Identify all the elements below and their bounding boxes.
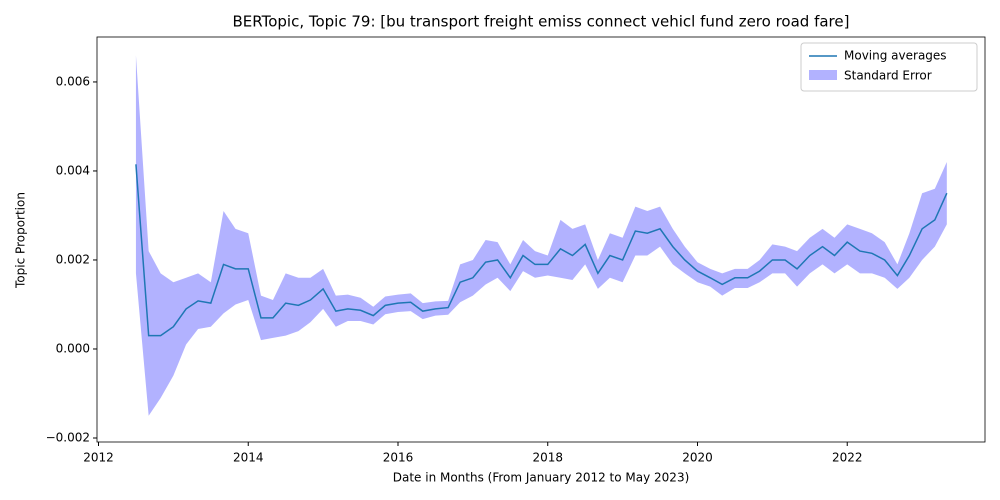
- legend-box: [800, 42, 978, 92]
- x-tick-label: 2016: [383, 451, 414, 465]
- y-tick-label: 0.002: [56, 252, 90, 266]
- x-axis-label: Date in Months (From January 2012 to May…: [393, 471, 690, 485]
- legend-label: Standard Error: [844, 69, 932, 83]
- series-line: [135, 164, 948, 337]
- x-tick-label: 2018: [532, 451, 563, 465]
- y-axis-label: Topic Proportion: [14, 192, 28, 289]
- legend-swatch: [809, 70, 837, 80]
- x-tick-label: 2014: [233, 451, 264, 465]
- x-tick-label: 2012: [83, 451, 114, 465]
- x-tick-label: 2022: [832, 451, 863, 465]
- plot-frame: [96, 36, 986, 443]
- y-tick-label: 0.004: [56, 163, 90, 177]
- y-tick-label: 0.000: [56, 341, 90, 355]
- error-band: [135, 55, 947, 416]
- y-tick-label: 0.006: [56, 74, 90, 88]
- x-tick-label: 2020: [682, 451, 713, 465]
- legend-label: Moving averages: [844, 49, 947, 63]
- chart-title: BERTopic, Topic 79: [bu transport freigh…: [233, 13, 850, 31]
- y-tick-label: −0.002: [46, 430, 90, 444]
